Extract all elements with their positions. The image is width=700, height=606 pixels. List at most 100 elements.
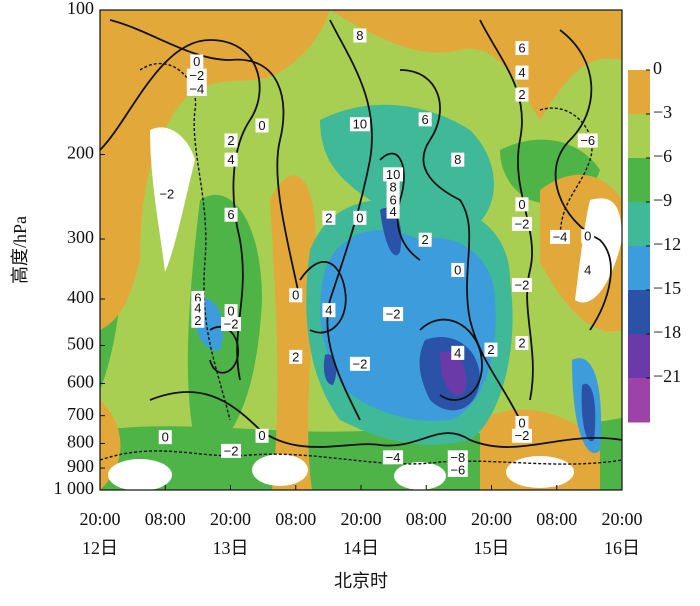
contour-label-box: [224, 133, 238, 148]
contour-label: 8: [389, 180, 396, 195]
contour-label: 2: [292, 349, 299, 364]
colorbar-tick-label: −9: [653, 190, 672, 210]
contour-label-box: [186, 68, 207, 83]
contour-label-box: [447, 462, 468, 477]
blank-region: [394, 462, 446, 490]
contour-label-box: [581, 262, 595, 277]
contour-label: 0: [356, 210, 363, 225]
x-tick-label: 08:00: [275, 509, 316, 529]
contour-label-box: [383, 307, 404, 322]
y-tick-label: 300: [67, 227, 94, 247]
contour-line: [109, 19, 301, 301]
x-day-label: 12日: [82, 538, 118, 558]
contour-label: −2: [159, 187, 174, 202]
contour-label-box: [191, 313, 205, 328]
contour-label-box: [484, 342, 498, 357]
x-tick-label: 20:00: [79, 509, 120, 529]
y-tick-label: 700: [67, 404, 94, 424]
contour-label-box: [386, 193, 400, 208]
colorbar-tick-label: −21: [653, 366, 681, 386]
contour-label: 2: [518, 87, 525, 102]
contour-line: [539, 107, 593, 241]
contour-label-box: [186, 81, 207, 96]
contour-label-box: [451, 152, 465, 167]
contour-label-box: [289, 349, 303, 364]
fill-region: [100, 10, 330, 330]
contour-line: [399, 69, 521, 421]
contour-label: 0: [518, 197, 525, 212]
contour-label-box: [577, 133, 598, 148]
colorbar-tick-label: −12: [653, 234, 681, 254]
contour-label-box: [581, 229, 595, 244]
contour-label: 0: [227, 304, 234, 319]
contour-label-box: [349, 117, 370, 132]
contour-label: −6: [450, 462, 465, 477]
contour-label: 6: [518, 40, 525, 55]
colorbar-band: [628, 246, 650, 291]
contour-label-box: [191, 301, 205, 316]
contour-label: 2: [194, 313, 201, 328]
contour-label-box: [515, 41, 529, 56]
y-tick-label: 100: [67, 0, 94, 18]
contour-label: 6: [227, 207, 234, 222]
colorbar-band: [628, 114, 650, 159]
contour-label-box: [349, 356, 370, 371]
y-tick-label: 200: [67, 143, 94, 163]
contour-label: 6: [422, 112, 429, 127]
contour-label-box: [383, 167, 404, 182]
contour-label-box: [353, 28, 367, 43]
contour-label: −2: [515, 277, 530, 292]
contour-label: 0: [162, 430, 169, 445]
contour-label-box: [221, 443, 242, 458]
contour-label: −2: [515, 428, 530, 443]
x-day-label: 16日: [604, 538, 640, 558]
contour-label-box: [447, 450, 468, 465]
contour-label: 2: [518, 335, 525, 350]
contour-label-box: [156, 187, 177, 202]
blank-region: [252, 454, 308, 486]
contour-label-box: [322, 303, 336, 318]
x-tick-label: 20:00: [601, 509, 642, 529]
contour-label-box: [353, 210, 367, 225]
contour-label-box: [224, 304, 238, 319]
contour-line: [554, 29, 612, 331]
contour-label: 4: [584, 262, 591, 277]
colorbar-tick-label: −3: [653, 102, 672, 122]
colorbar-band: [628, 158, 650, 203]
contour-label-box: [255, 428, 269, 443]
contour-label: 4: [454, 345, 461, 360]
contour-label: −4: [553, 229, 568, 244]
contour-label-box: [255, 118, 269, 133]
contour-label-box: [289, 288, 303, 303]
contour-label: 2: [227, 133, 234, 148]
contour-label-box: [158, 430, 172, 445]
contour-label-box: [515, 65, 529, 80]
contour-label-box: [190, 54, 204, 69]
contour-label: 0: [193, 54, 200, 69]
x-day-label: 15日: [474, 538, 510, 558]
contour-label: 4: [518, 65, 525, 80]
x-day-label: 13日: [213, 538, 249, 558]
contour-label: 2: [487, 342, 494, 357]
contour-label: −2: [224, 316, 239, 331]
contour-label: 4: [227, 152, 234, 167]
contour-line: [139, 63, 231, 421]
contour-label-box: [221, 317, 242, 332]
contour-line: [100, 39, 261, 381]
x-tick-label: 20:00: [471, 509, 512, 529]
contour-line: [149, 391, 622, 448]
colorbar-band: [628, 202, 650, 247]
contour-label: 6: [389, 193, 396, 208]
colorbar-tick-label: −15: [653, 278, 681, 298]
x-tick-label: 08:00: [145, 509, 186, 529]
contour-label: −4: [386, 450, 401, 465]
x-axis-title: 北京时: [334, 571, 388, 591]
x-tick-label: 20:00: [340, 509, 381, 529]
contour-label: 4: [325, 303, 332, 318]
contour-label-box: [511, 277, 532, 292]
contour-label: 0: [292, 288, 299, 303]
contour-label-box: [515, 415, 529, 430]
contour-line: [100, 450, 622, 465]
y-tick-label: 800: [67, 432, 94, 452]
